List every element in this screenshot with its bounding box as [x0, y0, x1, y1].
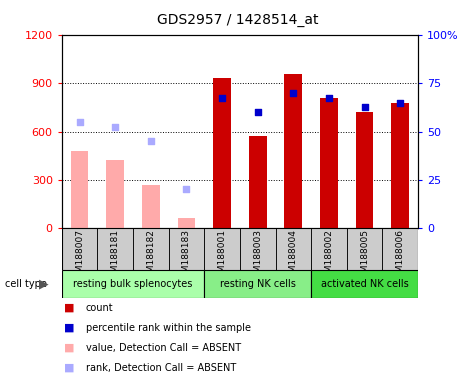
Bar — [62, 228, 97, 270]
Point — [289, 90, 297, 96]
Text: activated NK cells: activated NK cells — [321, 279, 408, 289]
Point — [147, 138, 155, 144]
Text: resting NK cells: resting NK cells — [220, 279, 295, 289]
Text: GSM188007: GSM188007 — [75, 229, 84, 284]
Text: ■: ■ — [64, 343, 75, 353]
Bar — [320, 98, 338, 228]
Text: ■: ■ — [64, 362, 75, 372]
Bar — [213, 78, 231, 228]
Text: count: count — [86, 303, 113, 313]
Point — [325, 94, 332, 101]
Text: percentile rank within the sample: percentile rank within the sample — [86, 323, 250, 333]
Point — [182, 186, 190, 192]
Bar — [311, 270, 418, 298]
Bar — [311, 228, 347, 270]
Text: GSM188181: GSM188181 — [111, 229, 120, 284]
Text: resting bulk splenocytes: resting bulk splenocytes — [73, 279, 193, 289]
Text: GSM188002: GSM188002 — [324, 229, 333, 284]
Point — [361, 104, 369, 111]
Text: rank, Detection Call = ABSENT: rank, Detection Call = ABSENT — [86, 362, 236, 372]
Bar — [204, 228, 240, 270]
Point — [218, 94, 226, 101]
Text: GSM188006: GSM188006 — [396, 229, 405, 284]
Bar — [178, 218, 195, 228]
Text: GSM188003: GSM188003 — [253, 229, 262, 284]
Bar — [71, 151, 88, 228]
Point — [76, 119, 84, 125]
Bar — [356, 112, 373, 228]
Bar — [240, 228, 276, 270]
Text: ■: ■ — [64, 303, 75, 313]
Text: ▶: ▶ — [39, 278, 49, 291]
Bar — [391, 103, 409, 228]
Bar — [249, 136, 266, 228]
Bar — [62, 270, 204, 298]
Bar — [97, 228, 133, 270]
Bar — [204, 270, 311, 298]
Text: cell type: cell type — [5, 279, 47, 289]
Bar — [285, 74, 302, 228]
Bar — [106, 161, 124, 228]
Text: GSM188182: GSM188182 — [146, 229, 155, 284]
Point — [111, 124, 119, 130]
Text: GDS2957 / 1428514_at: GDS2957 / 1428514_at — [157, 13, 318, 27]
Text: GSM188001: GSM188001 — [218, 229, 227, 284]
Text: GSM188183: GSM188183 — [182, 229, 191, 284]
Bar — [142, 185, 160, 228]
Text: GSM188004: GSM188004 — [289, 229, 298, 284]
Bar — [133, 228, 169, 270]
Bar — [276, 228, 311, 270]
Bar — [347, 228, 382, 270]
Point — [254, 109, 261, 115]
Text: ■: ■ — [64, 323, 75, 333]
Text: value, Detection Call = ABSENT: value, Detection Call = ABSENT — [86, 343, 241, 353]
Text: GSM188005: GSM188005 — [360, 229, 369, 284]
Point — [396, 99, 404, 106]
Bar — [169, 228, 204, 270]
Bar — [382, 228, 418, 270]
